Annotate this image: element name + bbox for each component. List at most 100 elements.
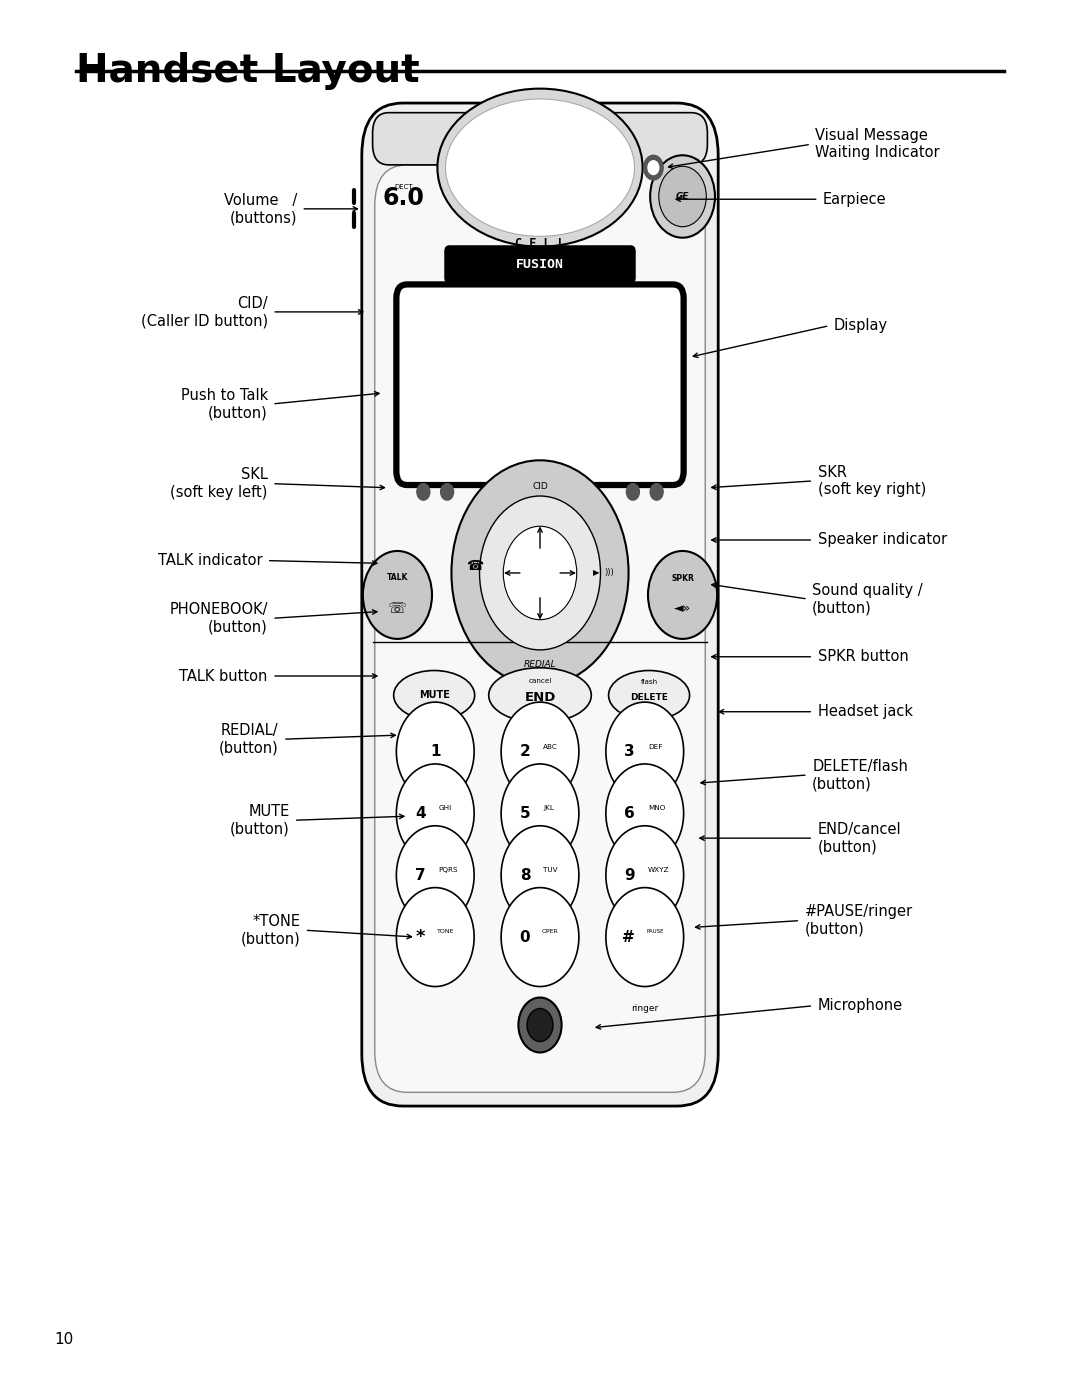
Text: Sound quality /
(button): Sound quality / (button) (812, 583, 922, 616)
Text: JKL: JKL (543, 805, 554, 812)
Text: OPER: OPER (542, 929, 558, 933)
Circle shape (501, 826, 579, 925)
Text: MUTE: MUTE (419, 690, 449, 701)
Text: WXYZ: WXYZ (648, 867, 670, 874)
Text: DECT: DECT (394, 184, 414, 190)
Text: TALK button: TALK button (179, 669, 268, 683)
Circle shape (396, 702, 474, 801)
Text: TALK: TALK (387, 573, 408, 581)
Circle shape (396, 888, 474, 987)
Circle shape (501, 764, 579, 863)
Ellipse shape (394, 671, 475, 720)
Text: 0: 0 (519, 930, 530, 944)
Text: C E L L: C E L L (515, 238, 565, 250)
Text: MNO: MNO (648, 805, 665, 812)
Text: 8: 8 (519, 868, 530, 882)
Ellipse shape (609, 671, 689, 720)
Text: 5: 5 (519, 807, 530, 820)
Text: Display: Display (834, 319, 888, 333)
Circle shape (644, 155, 663, 180)
Text: ☏: ☏ (388, 602, 407, 616)
Text: #: # (622, 930, 635, 944)
Circle shape (518, 998, 562, 1052)
Text: Earpiece: Earpiece (823, 192, 887, 206)
Circle shape (441, 484, 454, 500)
Text: 7: 7 (415, 868, 426, 882)
Text: Push to Talk
(button): Push to Talk (button) (180, 387, 268, 420)
Text: ABC: ABC (543, 743, 558, 750)
Text: PQRS: PQRS (438, 867, 458, 874)
Text: CID/
(Caller ID button): CID/ (Caller ID button) (140, 295, 268, 328)
Text: GHI: GHI (438, 805, 451, 812)
Text: cancel: cancel (528, 679, 552, 684)
Circle shape (659, 166, 706, 227)
Text: PAUSE: PAUSE (647, 929, 664, 933)
Ellipse shape (488, 668, 592, 723)
Text: 6.0: 6.0 (383, 187, 424, 210)
Text: DELETE: DELETE (630, 694, 669, 702)
Text: ))): ))) (605, 569, 615, 577)
Text: Microphone: Microphone (818, 999, 903, 1013)
Text: 10: 10 (54, 1331, 73, 1347)
Text: PHONEBOOK/
(button): PHONEBOOK/ (button) (170, 602, 268, 635)
Circle shape (451, 460, 629, 686)
Circle shape (480, 496, 600, 650)
Ellipse shape (437, 88, 643, 247)
Text: ▶: ▶ (593, 569, 599, 577)
Circle shape (501, 888, 579, 987)
Text: Volume   /
(buttons): Volume / (buttons) (224, 192, 297, 225)
Circle shape (396, 764, 474, 863)
Text: FUSION: FUSION (516, 258, 564, 271)
Text: 1: 1 (430, 745, 441, 758)
Text: Speaker indicator: Speaker indicator (818, 533, 947, 547)
Text: DEF: DEF (648, 743, 662, 750)
Circle shape (503, 526, 577, 620)
Text: Visual Message
Waiting Indicator: Visual Message Waiting Indicator (815, 128, 940, 161)
Text: SPKR button: SPKR button (818, 650, 908, 664)
Circle shape (417, 484, 430, 500)
Circle shape (606, 764, 684, 863)
Circle shape (650, 155, 715, 238)
Text: REDIAL/
(button): REDIAL/ (button) (219, 723, 279, 756)
Text: 3: 3 (624, 745, 635, 758)
Circle shape (650, 484, 663, 500)
Text: ringer: ringer (631, 1004, 659, 1013)
Text: 2: 2 (519, 745, 530, 758)
FancyBboxPatch shape (362, 103, 718, 1106)
Circle shape (396, 826, 474, 925)
Text: GE: GE (676, 192, 689, 201)
Text: REDIAL: REDIAL (524, 660, 556, 669)
Text: Handset Layout: Handset Layout (76, 52, 419, 91)
Text: Headset jack: Headset jack (818, 705, 913, 719)
Text: SKR
(soft key right): SKR (soft key right) (818, 464, 926, 497)
Text: flash: flash (640, 679, 658, 686)
Text: TALK indicator: TALK indicator (158, 554, 262, 567)
Text: MUTE
(button): MUTE (button) (230, 804, 289, 837)
Circle shape (363, 551, 432, 639)
Circle shape (648, 161, 659, 174)
Text: 4: 4 (415, 807, 426, 820)
Text: *TONE
(button): *TONE (button) (241, 914, 300, 947)
Text: TONE: TONE (437, 929, 455, 933)
Text: *: * (416, 927, 426, 947)
Text: END/cancel
(button): END/cancel (button) (818, 822, 901, 855)
Text: ◄»: ◄» (674, 602, 691, 616)
FancyBboxPatch shape (396, 284, 684, 485)
Circle shape (606, 702, 684, 801)
Text: #PAUSE/ringer
(button): #PAUSE/ringer (button) (805, 904, 913, 937)
FancyBboxPatch shape (445, 246, 635, 283)
Ellipse shape (446, 99, 635, 236)
Text: ☎: ☎ (467, 559, 484, 573)
Text: 9: 9 (624, 868, 635, 882)
Text: END: END (524, 691, 556, 705)
Circle shape (527, 1009, 553, 1041)
Text: 6: 6 (624, 807, 635, 820)
Text: TUV: TUV (543, 867, 557, 874)
FancyBboxPatch shape (373, 113, 707, 165)
Text: DELETE/flash
(button): DELETE/flash (button) (812, 758, 908, 791)
Text: CID: CID (532, 481, 548, 491)
Circle shape (606, 888, 684, 987)
Text: SPKR: SPKR (671, 574, 694, 583)
Circle shape (606, 826, 684, 925)
Circle shape (626, 484, 639, 500)
